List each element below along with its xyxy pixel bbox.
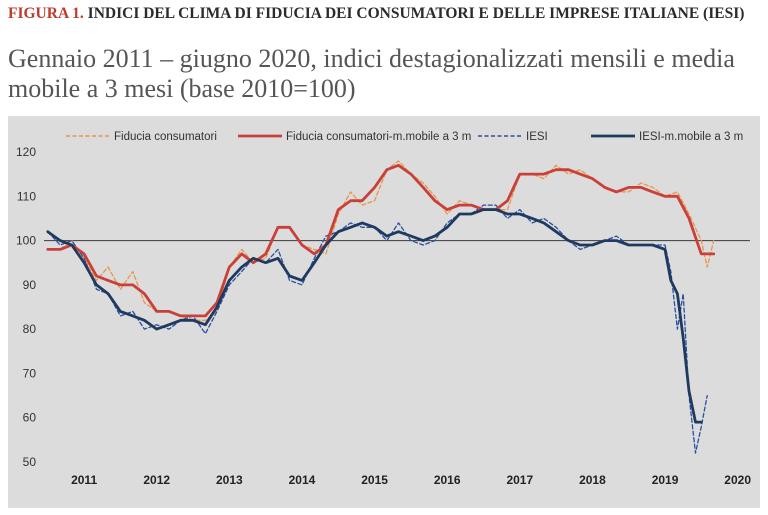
y-tick-label: 100 bbox=[16, 234, 36, 248]
x-tick-label: 2019 bbox=[652, 473, 679, 487]
figure-title: INDICI DEL CLIMA DI FIDUCIA DEI CONSUMAT… bbox=[87, 5, 745, 22]
y-tick-label: 50 bbox=[23, 455, 37, 469]
legend-label: IESI-m.mobile a 3 m bbox=[639, 131, 743, 143]
chart-axes: 50 60 70 80 90 100 110 120 2011 2012 2013 2014 2015 2… bbox=[16, 145, 751, 487]
x-tick-label: 2017 bbox=[506, 473, 533, 487]
y-tick-label: 70 bbox=[23, 366, 37, 380]
y-tick-label: 110 bbox=[17, 189, 36, 203]
y-tick-label: 120 bbox=[16, 145, 36, 159]
chart-legend: Fiducia consumatori Fiducia consumatori-m… bbox=[66, 131, 743, 143]
legend-label: IESI bbox=[526, 131, 548, 143]
legend-label: Fiducia consumatori bbox=[114, 131, 217, 143]
x-tick-label: 2013 bbox=[216, 473, 243, 487]
x-tick-label: 2020 bbox=[724, 473, 751, 487]
series-line-4 bbox=[46, 208, 703, 424]
x-tick-label: 2015 bbox=[361, 473, 388, 487]
legend-label: Fiducia consumatori-m.mobile a 3 m bbox=[286, 131, 471, 143]
y-tick-label: 90 bbox=[23, 278, 37, 292]
x-tick-label: 2014 bbox=[289, 473, 316, 487]
chart-subtitle: Gennaio 2011 – giugno 2020, indici desta… bbox=[8, 44, 735, 103]
series-line-3 bbox=[47, 204, 708, 454]
line-chart: Fiducia consumatori Fiducia consumatori-m… bbox=[16, 131, 751, 487]
x-tick-label: 2016 bbox=[434, 473, 461, 487]
y-tick-label: 80 bbox=[23, 322, 37, 336]
figure-label: FIGURA 1. bbox=[8, 5, 84, 22]
y-tick-label: 60 bbox=[23, 411, 37, 425]
series-line-2 bbox=[46, 163, 716, 318]
x-tick-label: 2018 bbox=[579, 473, 606, 487]
figure-heading: FIGURA 1. INDICI DEL CLIMA DI FIDUCIA DE… bbox=[8, 5, 764, 22]
x-tick-label: 2011 bbox=[71, 473, 97, 487]
x-tick-label: 2012 bbox=[143, 473, 170, 487]
chart-plot-area bbox=[44, 160, 750, 454]
